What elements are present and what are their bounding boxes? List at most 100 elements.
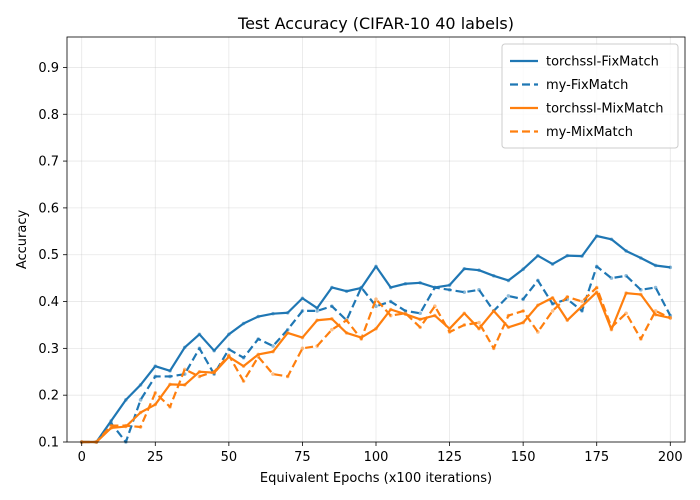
data-point (447, 330, 452, 334)
legend-label: torchssl-MixMatch (546, 102, 664, 117)
data-point (359, 337, 364, 341)
data-point (153, 374, 158, 379)
y-tick-label: 0.7 (38, 155, 59, 170)
data-point (506, 294, 511, 298)
data-point (388, 313, 393, 318)
data-point (639, 337, 643, 341)
data-point (138, 398, 143, 402)
chart-title: Test Accuracy (CIFAR-10 40 labels) (237, 14, 514, 33)
legend: torchssl-FixMatch my-FixMatch torchssl-Mix… (501, 43, 679, 149)
data-point (300, 296, 305, 301)
data-point (197, 346, 202, 351)
data-point (521, 320, 525, 325)
data-point (565, 295, 570, 299)
data-point (153, 364, 158, 368)
x-tick-label: 100 (364, 450, 389, 465)
data-point (388, 307, 393, 312)
data-point (594, 285, 599, 290)
x-tick-label: 150 (511, 450, 536, 465)
data-point (374, 297, 378, 301)
x-tick-label: 75 (294, 450, 311, 465)
data-point (285, 331, 290, 335)
data-point (594, 290, 599, 294)
data-point (550, 309, 555, 313)
data-point (227, 347, 231, 352)
data-point (565, 253, 570, 258)
data-point (241, 355, 246, 360)
data-point (491, 273, 496, 278)
x-tick-label: 0 (78, 450, 86, 465)
data-point (477, 268, 481, 272)
data-point (271, 372, 275, 376)
data-point (521, 267, 525, 272)
data-point (256, 354, 261, 359)
data-point (388, 299, 393, 304)
data-point (285, 327, 290, 332)
data-point (271, 349, 275, 354)
data-point (653, 309, 658, 313)
data-point (433, 304, 437, 309)
data-point (580, 304, 584, 309)
data-point (315, 318, 319, 323)
data-point (168, 374, 172, 379)
data-point (639, 288, 643, 292)
data-point (550, 262, 555, 266)
data-point (256, 314, 261, 319)
data-point (182, 383, 187, 387)
data-point (330, 304, 334, 309)
data-point (447, 283, 452, 287)
data-point (447, 288, 452, 292)
series-line-my-MixMatch (81, 286, 671, 444)
x-axis: 0 25 50 75 100 125 150 175 200 (78, 442, 683, 465)
data-point (300, 335, 305, 340)
data-point (241, 379, 246, 383)
y-tick-label: 0.3 (38, 342, 59, 357)
data-point (109, 423, 113, 428)
legend-label: my-FixMatch (546, 78, 628, 93)
data-point (227, 332, 231, 337)
data-point (168, 382, 172, 387)
data-point (506, 278, 511, 283)
data-point (241, 364, 246, 368)
data-point (491, 346, 496, 351)
data-point (624, 273, 628, 278)
data-point (344, 318, 349, 323)
data-point (359, 285, 364, 290)
data-point (256, 337, 261, 341)
data-point (418, 325, 422, 330)
y-tick-label: 0.6 (38, 201, 59, 216)
y-axis-label: Accuracy (15, 210, 30, 270)
data-point (580, 309, 584, 313)
data-point (403, 281, 408, 286)
data-point (536, 330, 540, 334)
data-point (124, 398, 128, 402)
data-point (521, 297, 525, 301)
x-axis-label: Equivalent Epochs (x100 iterations) (260, 471, 492, 486)
data-point (300, 346, 305, 351)
data-point (580, 299, 584, 304)
data-point (330, 327, 334, 332)
data-point (580, 254, 584, 258)
data-point (433, 313, 437, 318)
data-point (447, 326, 452, 331)
data-point (374, 304, 378, 309)
data-point (315, 344, 319, 348)
data-point (300, 309, 305, 313)
data-point (609, 276, 614, 280)
legend-label: torchssl-FixMatch (546, 55, 659, 70)
data-point (285, 374, 290, 379)
data-point (241, 321, 246, 326)
data-point (182, 345, 187, 350)
legend-label: my-MixMatch (546, 125, 633, 140)
data-point (639, 256, 643, 260)
data-point (550, 302, 555, 306)
data-point (212, 369, 216, 374)
data-point (668, 316, 673, 320)
data-point (653, 285, 658, 290)
data-point (153, 402, 158, 407)
data-point (506, 325, 511, 330)
data-point (138, 410, 143, 415)
series-line-my-FixMatch (81, 265, 672, 444)
data-point (462, 311, 467, 316)
